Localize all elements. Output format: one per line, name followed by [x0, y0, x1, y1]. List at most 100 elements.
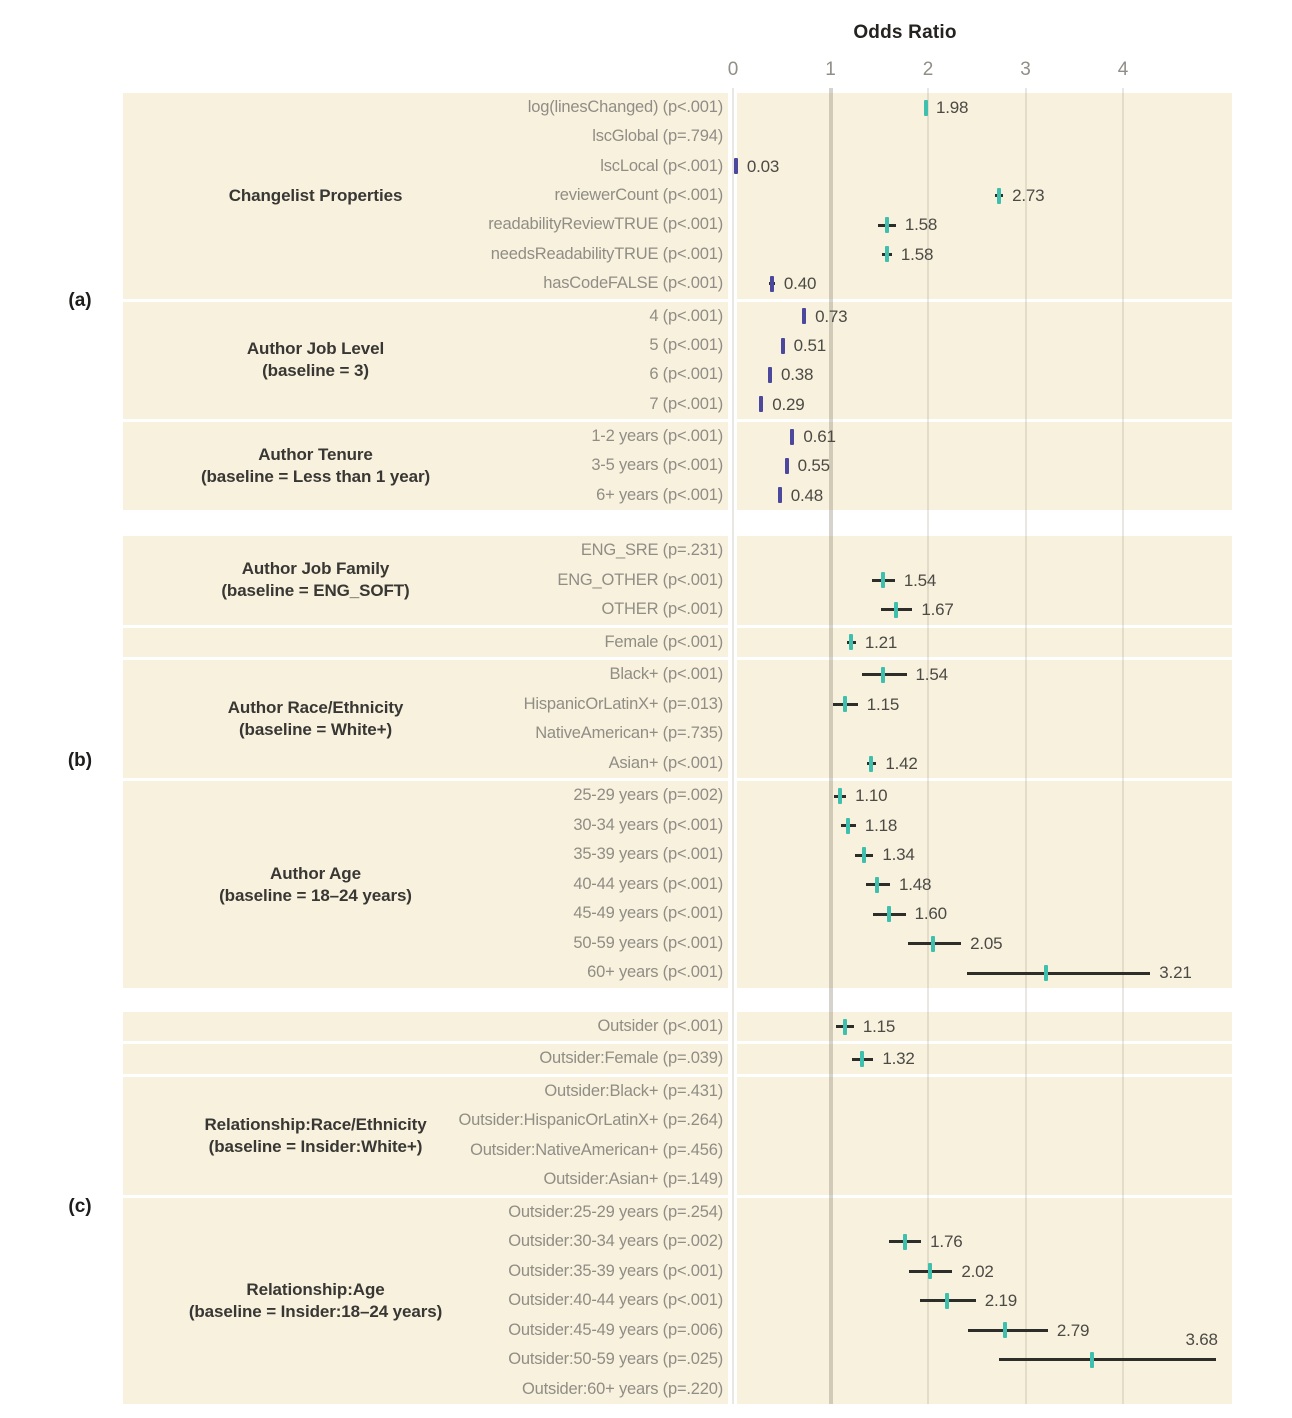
- odds-ratio-value-label: 1.15: [862, 1017, 896, 1036]
- odds-ratio-value-label: 2.05: [970, 933, 1003, 953]
- row-label: Outsider:25-29 years (p=.254): [508, 1202, 723, 1221]
- x-axis-tick-label: 1: [825, 59, 836, 80]
- odds-ratio-value-label: 0.48: [790, 485, 824, 505]
- row-label: 30-34 years (p<.001): [573, 815, 723, 834]
- section-label-background: [123, 93, 728, 299]
- row-label: lscGlobal (p=.794): [592, 127, 723, 146]
- row-label: Outsider:30-34 years (p=.002): [508, 1232, 723, 1251]
- group-label-line: Author Race/Ethnicity: [227, 698, 404, 718]
- odds-ratio-value-label: 1.60: [914, 904, 947, 924]
- row-label: NativeAmerican+ (p=.735): [535, 724, 723, 743]
- group-label-line: Relationship:Age: [246, 1279, 385, 1299]
- odds-ratio-marker: [843, 1018, 848, 1035]
- section-plot-background: [737, 301, 1232, 419]
- row-label: Outsider:40-44 years (p<.001): [508, 1291, 723, 1310]
- odds-ratio-value-label: 3.68: [1185, 1329, 1218, 1349]
- section-label-background: [123, 1012, 728, 1042]
- row-label: Outsider:HispanicOrLatinX+ (p=.264): [458, 1111, 724, 1130]
- x-axis-tick-label: 4: [1117, 59, 1129, 80]
- odds-ratio-value-label: 0.03: [746, 156, 780, 176]
- section-label-background: [123, 301, 728, 419]
- gridline-2: [927, 88, 929, 1404]
- row-label: 60+ years (p<.001): [587, 963, 723, 982]
- row-label: Black+ (p<.001): [609, 665, 724, 684]
- chart-title: Odds Ratio: [853, 22, 957, 43]
- x-axis-tick-label: 3: [1020, 59, 1031, 80]
- odds-ratio-value-label: 0.51: [793, 335, 826, 355]
- odds-ratio-marker: [802, 308, 807, 325]
- odds-ratio-marker: [1003, 1322, 1008, 1339]
- group-label: Author Age (baseline = 18–24 years): [123, 863, 508, 907]
- odds-ratio-marker: [1043, 965, 1048, 982]
- group-label-line: (baseline = 3): [262, 361, 369, 381]
- row-label: readabilityReviewTRUE (p<.001): [488, 215, 723, 234]
- odds-ratio-value-label: 1.58: [900, 244, 934, 264]
- row-label: Asian+ (p<.001): [608, 753, 724, 772]
- odds-ratio-value-label: 1.67: [921, 600, 954, 620]
- row-label: Outsider:Female (p=.039): [539, 1049, 723, 1068]
- x-axis-tick-label: 2: [922, 59, 934, 80]
- group-label-line: (baseline = 18–24 years): [219, 885, 412, 905]
- group-label-line: (baseline = Insider:18–24 years): [188, 1301, 443, 1321]
- odds-ratio-marker: [780, 337, 785, 354]
- odds-ratio-value-label: 1.58: [904, 215, 938, 235]
- odds-ratio-marker: [784, 457, 789, 474]
- row-label: hasCodeFALSE (p<.001): [543, 274, 723, 293]
- odds-ratio-marker: [997, 187, 1002, 204]
- row-label: 4 (p<.001): [649, 306, 723, 325]
- row-label: log(linesChanged) (p<.001): [527, 98, 723, 116]
- section-plot-background: [737, 1044, 1232, 1074]
- odds-ratio-marker: [881, 666, 886, 683]
- reference-gridline-1: [828, 88, 833, 1404]
- gridline-4: [1122, 88, 1124, 1404]
- gridline-3: [1024, 88, 1027, 1404]
- odds-ratio-marker: [1089, 1351, 1094, 1368]
- odds-ratio-value-label: 1.98: [936, 98, 969, 117]
- row-label: 5 (p<.001): [649, 335, 723, 354]
- row-label: 6+ years (p<.001): [596, 485, 723, 504]
- confidence-interval-line: [967, 971, 1151, 975]
- group-label-line: Author Job Level: [246, 339, 385, 359]
- odds-ratio-marker: [846, 817, 851, 834]
- row-label: 1-2 years (p<.001): [591, 426, 723, 445]
- x-axis-tick-label: 0: [727, 59, 739, 80]
- panel-letter: (a): [68, 289, 92, 311]
- panel-letter: (c): [68, 1196, 92, 1217]
- group-label-line: (baseline = White+): [238, 720, 393, 740]
- row-label: 50-59 years (p<.001): [573, 933, 723, 952]
- row-label: Outsider:NativeAmerican+ (p=.456): [470, 1140, 723, 1159]
- row-label: 25-29 years (p=.002): [573, 786, 723, 805]
- odds-ratio-value-label: 0.40: [783, 274, 817, 294]
- odds-ratio-marker: [859, 1051, 864, 1068]
- odds-ratio-value-label: 2.19: [984, 1291, 1018, 1311]
- odds-ratio-value-label: 0.61: [803, 426, 836, 446]
- odds-ratio-value-label: 1.42: [885, 753, 918, 773]
- odds-ratio-value-label: 0.73: [815, 306, 848, 326]
- section-label-background: [123, 1076, 728, 1195]
- section-label-background: [123, 627, 728, 658]
- group-label-line: Relationship:Race/Ethnicity: [204, 1114, 427, 1134]
- row-label: Female (p<.001): [604, 632, 723, 651]
- odds-ratio-value-label: 1.48: [898, 874, 932, 894]
- section-plot-background: [737, 536, 1232, 625]
- odds-ratio-marker: [885, 246, 890, 263]
- row-label: 3-5 years (p<.001): [591, 456, 723, 475]
- row-label: 7 (p<.001): [649, 394, 723, 413]
- odds-ratio-marker: [924, 99, 929, 116]
- odds-ratio-marker: [838, 788, 843, 805]
- group-label: Author Job Family (baseline = ENG_SOFT): [123, 558, 508, 602]
- row-label: reviewerCount (p<.001): [554, 186, 724, 205]
- section-label-background: [123, 536, 728, 625]
- odds-ratio-value-label: 3.21: [1159, 963, 1192, 983]
- row-label: 35-39 years (p<.001): [573, 845, 723, 864]
- section-plot-background: [737, 660, 1232, 779]
- group-label-line: (baseline = Insider:White+): [208, 1136, 423, 1156]
- row-label: Outsider:50-59 years (p=.025): [508, 1350, 723, 1369]
- group-label: Author Race/Ethnicity (baseline = White+): [123, 697, 508, 741]
- section-plot-background: [737, 93, 1232, 299]
- row-label: Outsider:60+ years (p=.220): [522, 1379, 723, 1398]
- group-label: Author Tenure (baseline = Less than 1 yea…: [123, 444, 508, 488]
- odds-ratio-marker: [893, 601, 898, 618]
- group-label: Author Job Level (baseline = 3): [123, 338, 508, 382]
